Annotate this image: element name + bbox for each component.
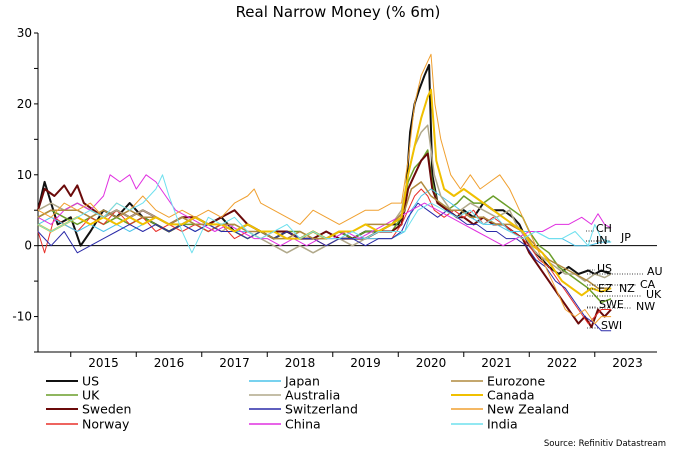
x-tick-label: 2017 [219, 356, 250, 370]
end-label-ez: EZ [598, 282, 613, 295]
series-line-switzerland [37, 202, 612, 332]
y-tick-label: 10 [17, 168, 32, 182]
chart-title: Real Narrow Money (% 6m) [236, 3, 441, 21]
x-tick-label: 2016 [154, 356, 185, 370]
end-label-swi: SWI [601, 319, 622, 332]
source-note: Source: Refinitiv Datastream [544, 439, 666, 449]
legend-label: Australia [285, 388, 340, 403]
x-tick-label: 2023 [612, 356, 643, 370]
legend-label: Japan [284, 374, 320, 389]
end-label-nw: NW [636, 300, 655, 313]
end-label-jp: JP [620, 231, 631, 244]
y-tick-label: -10 [12, 310, 32, 324]
legend-label: Switzerland [285, 402, 358, 417]
legend-label: UK [82, 388, 100, 403]
end-label-swe: SWE [599, 298, 624, 311]
series-line-new-zealand [37, 53, 612, 325]
x-tick-label: 2021 [481, 356, 512, 370]
end-label-nz: NZ [619, 282, 635, 295]
legend-label: Eurozone [487, 374, 545, 389]
series-line-uk [37, 149, 612, 304]
end-label-au: AU [647, 265, 663, 278]
legend-label: Sweden [82, 402, 131, 417]
legend-label: Norway [82, 417, 130, 432]
end-label-ch: CH [596, 222, 612, 235]
series-line-canada [37, 88, 612, 297]
end-label-ca: CA [640, 278, 656, 291]
end-label-in: IN [596, 234, 607, 247]
legend-label: India [487, 417, 518, 432]
y-tick-label: 20 [17, 97, 32, 111]
legend-label: China [285, 417, 321, 432]
y-tick-label: 0 [24, 239, 32, 253]
legend-label: US [82, 374, 99, 389]
x-tick-label: 2015 [88, 356, 119, 370]
end-label-uk: UK [646, 288, 662, 301]
legend-label: New Zealand [487, 402, 569, 417]
x-tick-label: 2019 [350, 356, 381, 370]
series-line-india [37, 174, 612, 254]
x-tick-label: 2018 [285, 356, 316, 370]
x-tick-label: 2022 [547, 356, 578, 370]
plot-area: 30 20 10 0 -10 2015 2016 2017 2018 2019 2020 2021 20… [12, 26, 662, 370]
x-tick-label: 2020 [416, 356, 447, 370]
end-label-us: US [597, 262, 612, 275]
series-line-australia [37, 124, 612, 282]
y-tick-label: 30 [17, 26, 32, 40]
legend-label: Canada [487, 388, 535, 403]
